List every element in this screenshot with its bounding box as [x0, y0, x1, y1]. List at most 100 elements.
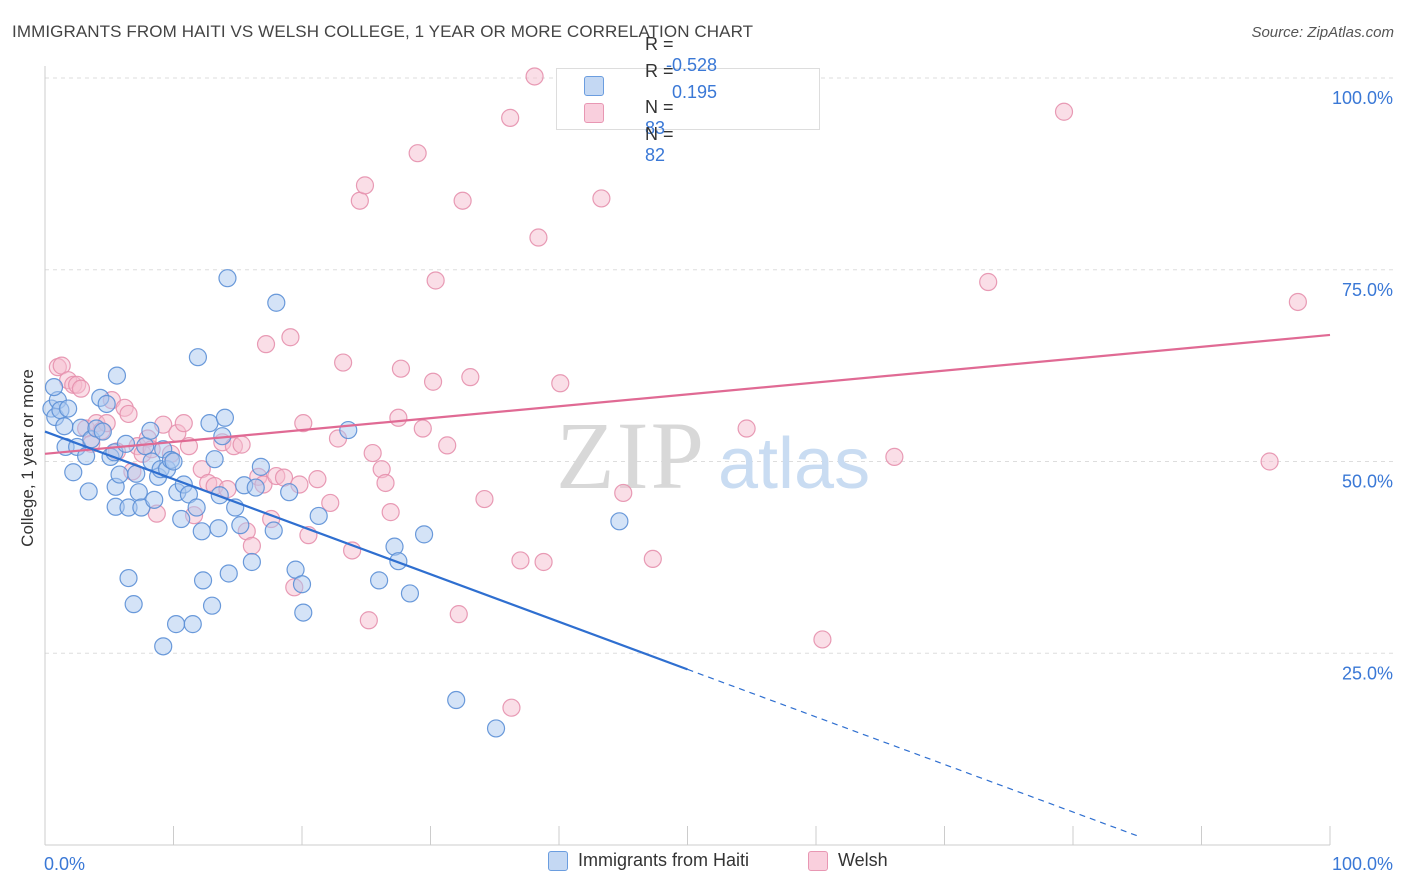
welsh-point: [321, 493, 340, 513]
welsh-point: [389, 408, 408, 427]
welsh-point: [308, 470, 327, 489]
welsh-point: [334, 353, 353, 372]
welsh-point: [363, 443, 382, 463]
y-tick-label: 100.0%: [1332, 88, 1393, 108]
haiti-point: [209, 519, 228, 538]
haiti-point: [246, 478, 265, 497]
welsh-point: [294, 414, 313, 433]
haiti-point: [55, 417, 74, 436]
haiti-point: [44, 378, 64, 397]
welsh-point: [359, 611, 378, 630]
welsh-point: [119, 404, 138, 424]
haiti-point: [119, 568, 138, 588]
haiti-point: [218, 269, 237, 288]
legend-r-label: R =: [645, 33, 674, 54]
welsh-point: [461, 368, 480, 387]
legend-n-label: N =: [645, 123, 674, 144]
legend-label-welsh: Welsh: [838, 850, 888, 870]
haiti-point: [145, 490, 164, 509]
welsh-point: [1260, 452, 1279, 471]
welsh-point: [643, 549, 662, 569]
welsh-point: [256, 335, 276, 354]
legend-r-value-welsh: 0.195: [671, 81, 718, 102]
haiti-point: [400, 584, 420, 603]
welsh-point: [1288, 292, 1307, 312]
welsh-point: [281, 328, 300, 347]
legend-label-haiti: Immigrants from Haiti: [578, 850, 750, 870]
source-label: Source: ZipAtlas.com: [1251, 24, 1394, 41]
haiti-point: [267, 293, 286, 312]
haiti-point: [116, 434, 136, 453]
welsh-point: [501, 108, 520, 127]
chart-title: IMMIGRANTS FROM HAITI VS WELSH COLLEGE, …: [12, 22, 754, 41]
welsh-point: [551, 374, 570, 393]
series-legend: Immigrants from Haiti Welsh: [0, 850, 1406, 878]
haiti-point: [414, 525, 434, 544]
welsh-point: [1054, 102, 1074, 121]
legend-item-haiti[interactable]: Immigrants from Haiti: [548, 850, 749, 871]
haiti-point: [64, 463, 83, 482]
welsh-point: [423, 372, 443, 391]
haiti-point: [339, 420, 358, 440]
welsh-point: [174, 414, 193, 433]
haiti-point: [110, 465, 129, 484]
welsh-trend-line: [44, 333, 1331, 455]
welsh-point: [426, 271, 445, 290]
haiti-point: [486, 719, 506, 738]
haiti-point: [129, 483, 148, 502]
haiti-point: [192, 522, 211, 541]
legend-n-value-welsh: 82: [645, 144, 666, 165]
y-tick-label: 50.0%: [1342, 472, 1393, 492]
haiti-point: [219, 564, 238, 583]
welsh-point: [71, 379, 91, 398]
welsh-point: [391, 359, 411, 378]
welsh-point: [885, 447, 904, 466]
haiti-point: [309, 506, 328, 526]
welsh-point: [525, 67, 544, 86]
haiti-point: [172, 509, 191, 529]
haiti-point: [188, 348, 208, 367]
legend-swatch-welsh: [808, 850, 828, 871]
welsh-point: [232, 435, 251, 454]
haiti-point: [242, 552, 261, 572]
haiti-point: [79, 482, 98, 501]
stats-legend: R = -0.528 N = 83 R = 0.195 N = 82: [556, 34, 820, 165]
haiti-point: [164, 452, 183, 471]
y-tick-label: 25.0%: [1342, 663, 1393, 683]
haiti-point: [370, 571, 389, 590]
haiti-point: [124, 595, 143, 614]
legend-r-value-haiti: -0.528: [665, 54, 718, 75]
welsh-point: [242, 536, 261, 555]
welsh-point: [737, 419, 756, 438]
legend-n-value-haiti: 83: [645, 117, 666, 138]
haiti-point: [154, 637, 173, 656]
haiti-point: [183, 615, 202, 634]
welsh-point: [529, 228, 548, 247]
welsh-point: [502, 698, 521, 717]
welsh-point: [592, 189, 611, 208]
haiti-point: [251, 457, 270, 476]
welsh-point: [614, 483, 633, 503]
haiti-point: [294, 603, 313, 622]
welsh-point: [350, 191, 369, 210]
welsh-point: [534, 552, 553, 572]
y-tick-label: 75.0%: [1342, 280, 1393, 300]
welsh-point: [381, 503, 400, 522]
axes: [44, 66, 1331, 846]
haiti-point: [107, 366, 127, 385]
haiti-point: [93, 422, 112, 441]
welsh-point: [453, 191, 472, 210]
haiti-trend-line: [44, 430, 688, 671]
welsh-point: [979, 272, 998, 292]
haiti-point: [187, 498, 206, 517]
haiti-point: [141, 421, 160, 440]
haiti-point: [292, 575, 312, 594]
x-tick-label: 100.0%: [1332, 854, 1393, 874]
welsh-point: [355, 176, 375, 195]
legend-item-welsh[interactable]: Welsh: [808, 850, 888, 871]
haiti-trend-extension: [687, 668, 1138, 837]
tick-labels: 25.0% 50.0% 75.0% 100.0% 0.0% 100.0%: [44, 88, 1393, 874]
haiti-point: [264, 521, 283, 540]
haiti-series: [42, 269, 629, 738]
